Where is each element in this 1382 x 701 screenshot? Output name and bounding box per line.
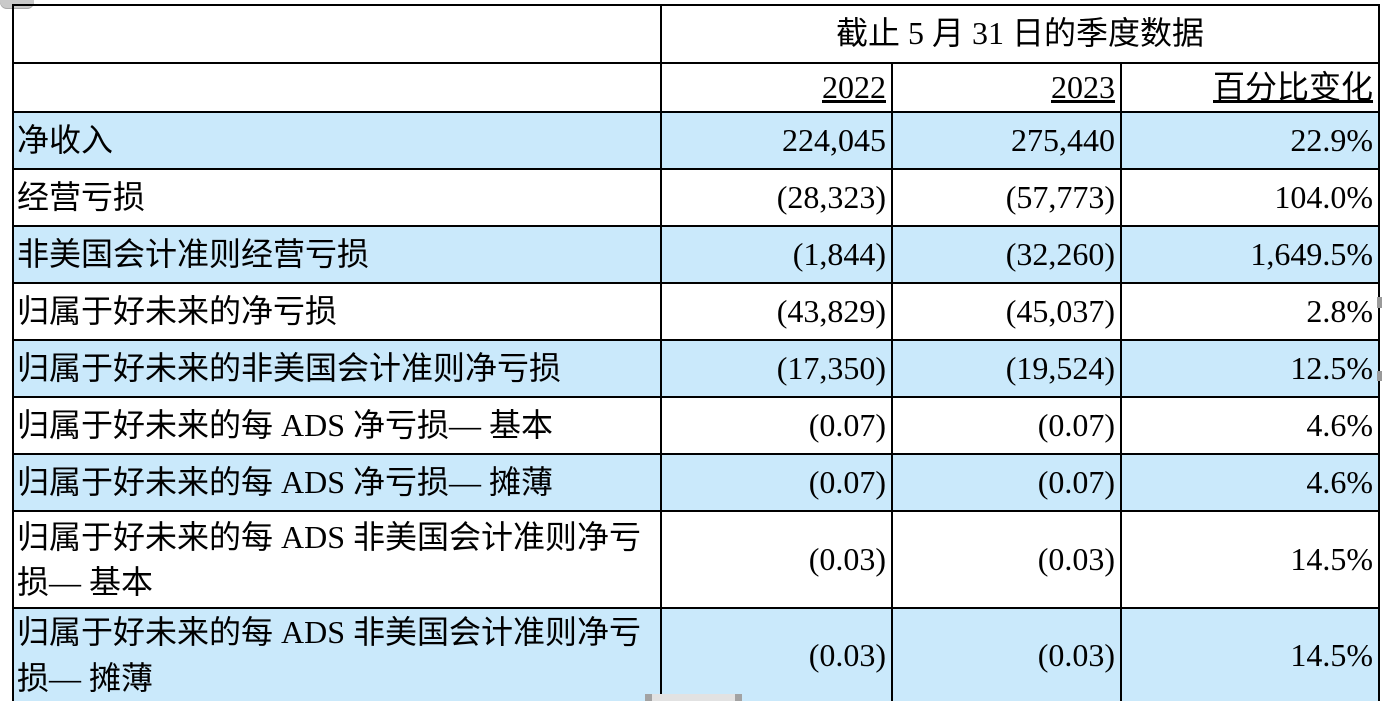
value-2022: (0.03) [660,510,893,610]
value-2022: (17,350) [660,339,893,399]
table-row-non-gaap-net-loss-per-ads-diluted: 归属于好未来的每 ADS 非美国会计准则净亏损— 摊薄 (0.03) (0.03… [12,607,1381,701]
row-label: 归属于好未来的每 ADS 非美国会计准则净亏损— 摊薄 [12,607,662,701]
column-header-2023: 2023 [891,61,1122,114]
row-label: 归属于好未来的每 ADS 净亏损— 基本 [12,396,662,456]
value-2022: 224,045 [660,111,893,171]
value-2023: (57,773) [891,168,1122,228]
scrollbar-end-cap [645,694,652,701]
row-label: 归属于好未来的每 ADS 非美国会计准则净亏损— 基本 [12,510,662,610]
value-pct-change: 4.6% [1119,453,1381,513]
value-pct-change: 22.9% [1119,111,1381,171]
value-2022: (0.03) [660,607,893,701]
column-header-pct-change-label: 百分比变化 [1213,69,1374,105]
value-pct-change: 2.8% [1119,282,1381,342]
table-header-years-row: 2022 2023 百分比变化 [12,61,1381,114]
table-row-non-gaap-net-loss-attributable: 归属于好未来的非美国会计准则净亏损 (17,350) (19,524) 12.5… [12,339,1381,399]
table-row-net-loss-attributable: 归属于好未来的净亏损 (43,829) (45,037) 2.8% [12,282,1381,342]
vertical-scrollbar-fragment [1377,297,1382,308]
value-2022: (0.07) [660,396,893,456]
value-pct-change: 12.5% [1119,339,1381,399]
row-label: 归属于好未来的净亏损 [12,282,662,342]
column-header-pct-change: 百分比变化 [1119,61,1381,114]
row-label: 经营亏损 [12,168,662,228]
table-row-non-gaap-net-loss-per-ads-basic: 归属于好未来的每 ADS 非美国会计准则净亏损— 基本 (0.03) (0.03… [12,510,1381,610]
value-2023: (0.03) [891,510,1122,610]
value-2023: (0.07) [891,396,1122,456]
vertical-scrollbar-fragment [1377,371,1382,381]
value-2023: (32,260) [891,225,1122,285]
row-label: 净收入 [12,111,662,171]
column-header-2022: 2022 [660,61,893,114]
table-row-net-loss-per-ads-diluted: 归属于好未来的每 ADS 净亏损— 摊薄 (0.07) (0.07) 4.6% [12,453,1381,513]
empty-header-cell [12,61,662,114]
table-row-net-loss-per-ads-basic: 归属于好未来的每 ADS 净亏损— 基本 (0.07) (0.07) 4.6% [12,396,1381,456]
empty-corner-cell [12,4,662,64]
column-header-2022-label: 2022 [822,69,886,105]
value-2023: (0.07) [891,453,1122,513]
value-pct-change: 14.5% [1119,510,1381,610]
row-label: 归属于好未来的每 ADS 净亏损— 摊薄 [12,453,662,513]
value-2023: (19,524) [891,339,1122,399]
column-header-2023-label: 2023 [1051,69,1115,105]
value-pct-change: 14.5% [1119,607,1381,701]
table-header-period-row: 截止 5 月 31 日的季度数据 [12,4,1381,64]
value-2023: (0.03) [891,607,1122,701]
row-label: 非美国会计准则经营亏损 [12,225,662,285]
value-2023: 275,440 [891,111,1122,171]
table-row-non-gaap-operating-loss: 非美国会计准则经营亏损 (1,844) (32,260) 1,649.5% [12,225,1381,285]
period-title: 截止 5 月 31 日的季度数据 [659,4,1381,64]
value-pct-change: 104.0% [1119,168,1381,228]
table-row-operating-loss: 经营亏损 (28,323) (57,773) 104.0% [12,168,1381,228]
value-2022: (43,829) [660,282,893,342]
value-pct-change: 1,649.5% [1119,225,1381,285]
table-row-net-revenue: 净收入 224,045 275,440 22.9% [12,111,1381,171]
value-2022: (1,844) [660,225,893,285]
financial-results-table: 截止 5 月 31 日的季度数据 2022 2023 百分比变化 净收入 224… [12,4,1381,701]
horizontal-scrollbar-fragment[interactable] [645,694,742,701]
scrollbar-end-cap [735,694,742,701]
value-2022: (0.07) [660,453,893,513]
value-pct-change: 4.6% [1119,396,1381,456]
value-2023: (45,037) [891,282,1122,342]
row-label: 归属于好未来的非美国会计准则净亏损 [12,339,662,399]
value-2022: (28,323) [660,168,893,228]
